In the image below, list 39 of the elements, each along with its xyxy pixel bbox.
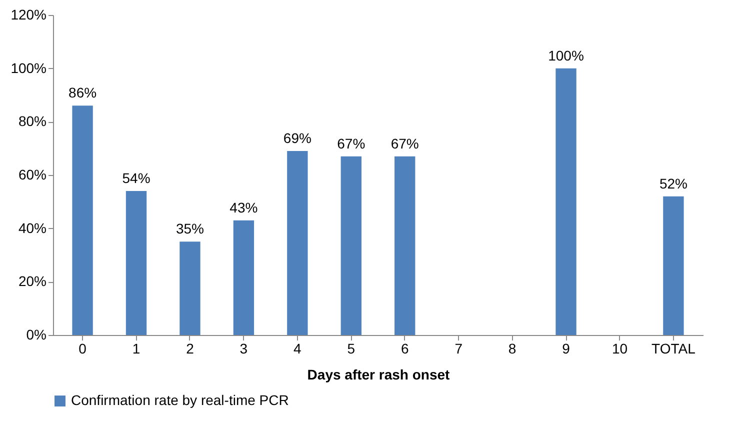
bar [180,242,200,335]
y-tick-label: 60% [18,166,46,182]
data-label: 43% [230,199,258,216]
bar [126,191,147,335]
x-tick-label: 3 [240,340,248,356]
bar [663,196,684,335]
x-tick-label: 6 [400,340,409,356]
data-label: 67% [390,135,419,152]
x-tick-label: 9 [562,340,570,356]
x-tick-label: TOTAL [652,340,696,356]
x-tick-label: 10 [612,340,628,356]
data-label: 69% [283,130,312,146]
data-label: 67% [337,135,366,152]
x-tick-label: 0 [78,340,87,356]
x-tick-label: 2 [186,340,194,356]
y-tick-label: 0% [26,326,46,342]
y-tick-label: 40% [18,220,46,236]
x-tick-label: 5 [347,340,356,356]
data-label: 100% [548,47,584,64]
x-axis-title: Days after rash onset [307,366,450,382]
data-label: 52% [659,175,688,192]
bar [340,156,362,335]
bar [72,106,93,335]
bar [394,156,416,335]
data-label: 86% [68,84,97,101]
legend-label: Confirmation rate by real-time PCR [71,392,289,408]
bar [233,220,254,335]
y-tick-label: 20% [18,273,46,290]
y-tick-label: 120% [10,6,46,22]
bar [287,151,308,335]
data-label: 35% [176,220,204,237]
y-tick-label: 80% [18,113,46,130]
data-label: 54% [122,170,150,186]
x-tick-label: 7 [454,340,463,356]
bar [556,68,576,335]
x-tick-label: 1 [132,340,140,356]
x-tick-label: 8 [508,340,516,356]
x-tick-label: 4 [294,340,302,356]
y-tick-label: 100% [10,60,46,76]
